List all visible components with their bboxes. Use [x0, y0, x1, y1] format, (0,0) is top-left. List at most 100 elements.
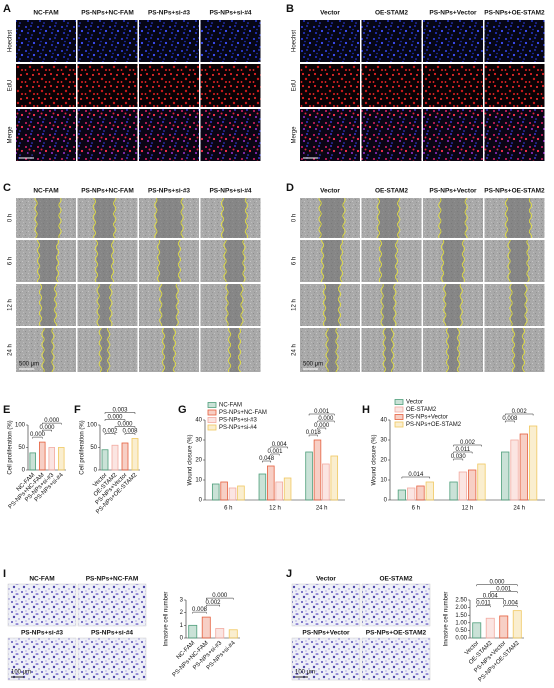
legend-label: PS-NPs+si-#4 [219, 425, 258, 431]
p-value: 0.018 [306, 430, 322, 436]
wound-edge [98, 327, 102, 373]
wound-gap [38, 240, 58, 282]
wound-gap [229, 328, 240, 372]
bar [131, 438, 139, 471]
significance-bracket [104, 412, 136, 414]
p-value: 0.000 [107, 415, 123, 421]
wound-edge [394, 239, 399, 283]
wound-edge [225, 283, 229, 327]
y-tick-label: 0.50 [455, 628, 467, 634]
bar [458, 471, 467, 501]
p-value: 0.003 [112, 408, 128, 414]
wound-edge [112, 197, 117, 239]
p-value: 0.002 [460, 440, 476, 446]
micrograph [7, 583, 77, 627]
legend-label: OE-STAM2 [406, 407, 437, 413]
wound-edge [38, 283, 43, 327]
wound-gap [94, 198, 115, 238]
p-value: 0.001 [314, 409, 330, 415]
wound-edge [507, 239, 511, 283]
wound-edge [96, 283, 100, 327]
y-tick-label: 1.00 [455, 620, 467, 626]
image-label: PS-NPs+si-#3 [21, 630, 63, 637]
wound-edge [440, 239, 445, 283]
image-label: NC-FAM [29, 576, 54, 583]
micrograph [361, 20, 422, 62]
wound-gap [509, 240, 528, 282]
y-tick-label: 50 [18, 445, 25, 451]
y-axis-label: Cell proliferation (%) [80, 420, 86, 474]
wound-gap [36, 198, 60, 238]
micrograph [300, 109, 360, 161]
wound-gap [160, 284, 178, 326]
significance-bracket [317, 427, 327, 430]
wound-edge [464, 197, 468, 239]
y-tick-label: 100 [15, 423, 26, 429]
x-tick-label: 12 h [269, 506, 281, 512]
bar [215, 628, 225, 639]
bar [501, 451, 510, 501]
panel-letter: A [3, 3, 11, 15]
wound-gap [227, 284, 242, 326]
wound-gap [222, 198, 247, 238]
wound-gap [378, 198, 399, 238]
bar [58, 447, 65, 471]
micrograph [484, 109, 545, 161]
y-axis-label: Wound closure (%) [188, 435, 194, 486]
wound-gap [43, 328, 53, 372]
significance-bracket [401, 476, 431, 479]
wound-gap [158, 240, 180, 282]
wound-edge [240, 283, 244, 327]
p-value: 0.000 [39, 425, 55, 431]
bar [499, 615, 509, 639]
y-tick-label: 20 [380, 458, 387, 464]
p-value: 0.000 [44, 418, 60, 424]
image-label: PS-NPs+OE-STAM2 [366, 630, 427, 637]
bar [29, 452, 36, 471]
wound-edge [342, 197, 346, 239]
wound-edge [41, 327, 45, 373]
wound-edge [223, 239, 227, 283]
wound-edge [227, 327, 232, 372]
y-axis-label: Invasive cell number [164, 592, 170, 647]
p-value: 0.004 [272, 442, 288, 448]
wound-edge [337, 283, 342, 327]
wound-edge [237, 327, 242, 373]
wound-gap [163, 328, 175, 372]
p-value: 0.004 [503, 601, 519, 607]
bar [275, 481, 283, 501]
wound-edge [461, 239, 466, 283]
bar [220, 481, 228, 501]
row-label: 24 h [292, 344, 298, 356]
column-header: PS-NPs+Vector [429, 10, 477, 17]
x-tick-label: 6 h [224, 506, 232, 512]
bar [305, 451, 313, 501]
micrograph [361, 109, 422, 161]
wound-gap [444, 284, 462, 326]
micrograph [139, 109, 199, 161]
micrograph [484, 64, 545, 107]
row-label: 0 h [292, 214, 298, 222]
y-tick-label: 30 [195, 438, 202, 444]
bar [425, 481, 434, 501]
row-label: 12 h [292, 299, 298, 311]
p-value: 0.000 [314, 423, 330, 429]
wound-edge [175, 283, 179, 327]
scale-bar-label: 100 μm [295, 670, 315, 676]
row-label: 6 h [292, 257, 298, 265]
column-header: OE-STAM2 [375, 188, 408, 195]
y-axis-label: Cell proliferation (%) [8, 420, 14, 474]
bar [258, 473, 267, 501]
wound-edge [159, 283, 163, 327]
y-tick-label: 0 [199, 498, 203, 504]
panel-letter: I [3, 568, 6, 580]
wound-edge [396, 197, 401, 239]
significance-bracket [308, 413, 335, 416]
bar [510, 439, 519, 501]
wound-edge [459, 283, 463, 327]
p-value: 0.001 [267, 449, 283, 455]
wound-edge [242, 239, 246, 283]
wound-edge [320, 239, 325, 283]
image-label: OE-STAM2 [379, 576, 412, 583]
